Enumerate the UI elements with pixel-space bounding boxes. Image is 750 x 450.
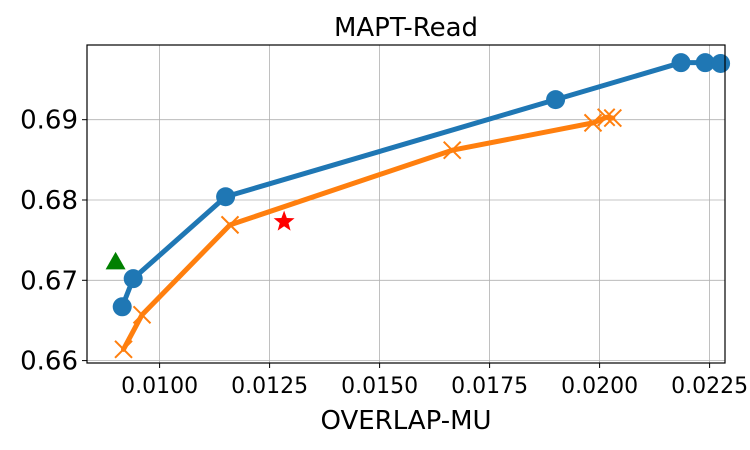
data-point: [216, 187, 236, 207]
x-tick-label: 0.0200: [561, 374, 638, 399]
series-0: [112, 53, 731, 317]
data-point: [114, 340, 133, 359]
data-point: [442, 140, 462, 160]
data-point: [671, 53, 691, 73]
data-point: [112, 297, 132, 317]
series-3: [105, 251, 126, 270]
data-point: [273, 210, 295, 231]
data-point: [596, 108, 616, 127]
y-tick-label: 0.68: [20, 186, 78, 216]
data-point: [711, 53, 731, 73]
x-tick-label: 0.0175: [451, 374, 528, 399]
data-point: [132, 305, 152, 325]
data-point: [105, 251, 126, 270]
series-line: [121, 114, 616, 352]
plot-frame: [86, 44, 726, 364]
y-tick-label: 0.69: [20, 106, 78, 136]
data-point: [583, 113, 603, 133]
x-tick-label: 0.0100: [121, 374, 198, 399]
tick-layer: 0.0100 0.0125 0.0150 0.0175 0.0200 0.0225 0.66…: [20, 106, 748, 399]
data-point: [546, 90, 566, 110]
y-tick-label: 0.66: [20, 347, 78, 377]
series-line: [119, 60, 724, 310]
series-1: [114, 108, 623, 359]
data-point: [220, 215, 240, 235]
series-2: [273, 210, 295, 231]
x-axis-label: OVERLAP-MU: [320, 406, 491, 436]
y-tick-label: 0.67: [20, 266, 78, 296]
x-tick-label: 0.0125: [231, 374, 308, 399]
series-layer: [105, 53, 731, 359]
data-point: [603, 108, 623, 128]
x-tick-label: 0.0225: [671, 374, 748, 399]
x-tick-label: 0.0150: [341, 374, 418, 399]
data-point: [695, 53, 715, 73]
grid-layer: [87, 45, 725, 363]
data-point: [123, 269, 143, 289]
chart-title: MAPT-Read: [334, 13, 478, 43]
